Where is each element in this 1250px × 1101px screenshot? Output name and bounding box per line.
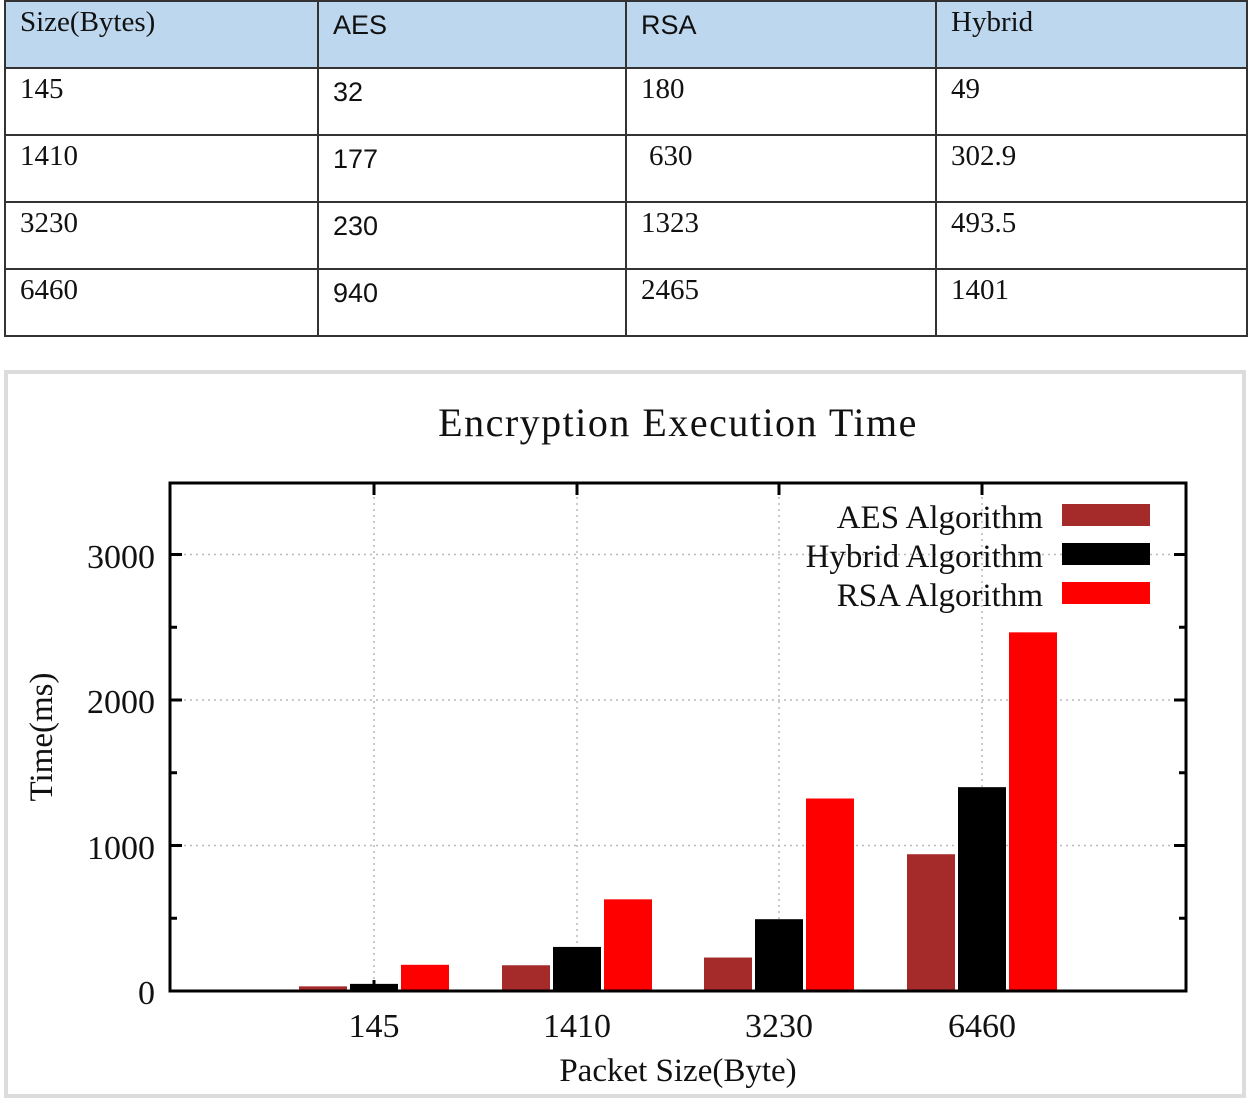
xtick-label: 1410 bbox=[543, 1008, 611, 1045]
cell-size: 3230 bbox=[4, 201, 319, 270]
legend-swatch-rsa bbox=[1062, 582, 1150, 604]
table-row: 1410 177 630 302.9 bbox=[4, 134, 1248, 203]
bar-rsa bbox=[1009, 632, 1057, 991]
legend-label-aes: AES Algorithm bbox=[837, 500, 1044, 536]
cell-size: 1410 bbox=[4, 134, 319, 203]
xtick-label: 145 bbox=[349, 1008, 400, 1045]
ytick-label: 2000 bbox=[87, 684, 155, 721]
bars bbox=[299, 632, 1057, 991]
cell-hybrid: 302.9 bbox=[935, 134, 1248, 203]
bar-aes bbox=[299, 986, 347, 991]
bar-aes bbox=[704, 957, 752, 991]
table-header-row: Size(Bytes) AES RSA Hybrid bbox=[4, 0, 1248, 69]
bar-hybrid bbox=[755, 919, 803, 991]
cell-hybrid: 49 bbox=[935, 67, 1248, 136]
table-row: 3230 230 1323 493.5 bbox=[4, 201, 1248, 270]
bar-aes bbox=[907, 854, 955, 991]
ytick-label: 1000 bbox=[87, 830, 155, 867]
table-row: 6460 940 2465 1401 bbox=[4, 268, 1248, 337]
header-rsa: RSA bbox=[625, 0, 937, 69]
bar-rsa bbox=[401, 964, 449, 991]
bar-rsa bbox=[604, 899, 652, 991]
cell-aes: 32 bbox=[317, 67, 627, 136]
chart-title: Encryption Execution Time bbox=[438, 400, 918, 445]
cell-rsa: 2465 bbox=[625, 268, 937, 337]
header-hybrid: Hybrid bbox=[935, 0, 1248, 69]
x-axis-label: Packet Size(Byte) bbox=[559, 1053, 796, 1089]
xtick-label: 6460 bbox=[948, 1008, 1016, 1045]
cell-size: 145 bbox=[4, 67, 319, 136]
ytick-label: 0 bbox=[138, 975, 155, 1012]
cell-aes: 940 bbox=[317, 268, 627, 337]
bar-hybrid bbox=[958, 787, 1006, 991]
header-size: Size(Bytes) bbox=[4, 0, 319, 69]
table-row: 145 32 180 49 bbox=[4, 67, 1248, 136]
legend: AES Algorithm Hybrid Algorithm RSA Algor… bbox=[806, 500, 1150, 614]
results-table: Size(Bytes) AES RSA Hybrid 145 32 180 49… bbox=[4, 0, 1248, 337]
legend-swatch-hybrid bbox=[1062, 543, 1150, 565]
header-aes: AES bbox=[317, 0, 627, 69]
cell-hybrid: 1401 bbox=[935, 268, 1248, 337]
cell-size: 6460 bbox=[4, 268, 319, 337]
legend-swatch-aes bbox=[1062, 504, 1150, 526]
cell-aes: 230 bbox=[317, 201, 627, 270]
cell-aes: 177 bbox=[317, 134, 627, 203]
xtick-label: 3230 bbox=[745, 1008, 813, 1045]
cell-rsa: 180 bbox=[625, 67, 937, 136]
axis-ticks bbox=[170, 483, 1186, 993]
ytick-label: 3000 bbox=[87, 539, 155, 576]
bar-rsa bbox=[806, 798, 854, 991]
cell-rsa: 1323 bbox=[625, 201, 937, 270]
cell-hybrid: 493.5 bbox=[935, 201, 1248, 270]
cell-rsa: 630 bbox=[625, 134, 937, 203]
legend-label-rsa: RSA Algorithm bbox=[837, 578, 1044, 614]
plot-border bbox=[168, 481, 1188, 993]
bar-aes bbox=[502, 965, 550, 991]
y-axis-label: Time(ms) bbox=[24, 673, 60, 802]
legend-label-hybrid: Hybrid Algorithm bbox=[806, 539, 1044, 575]
